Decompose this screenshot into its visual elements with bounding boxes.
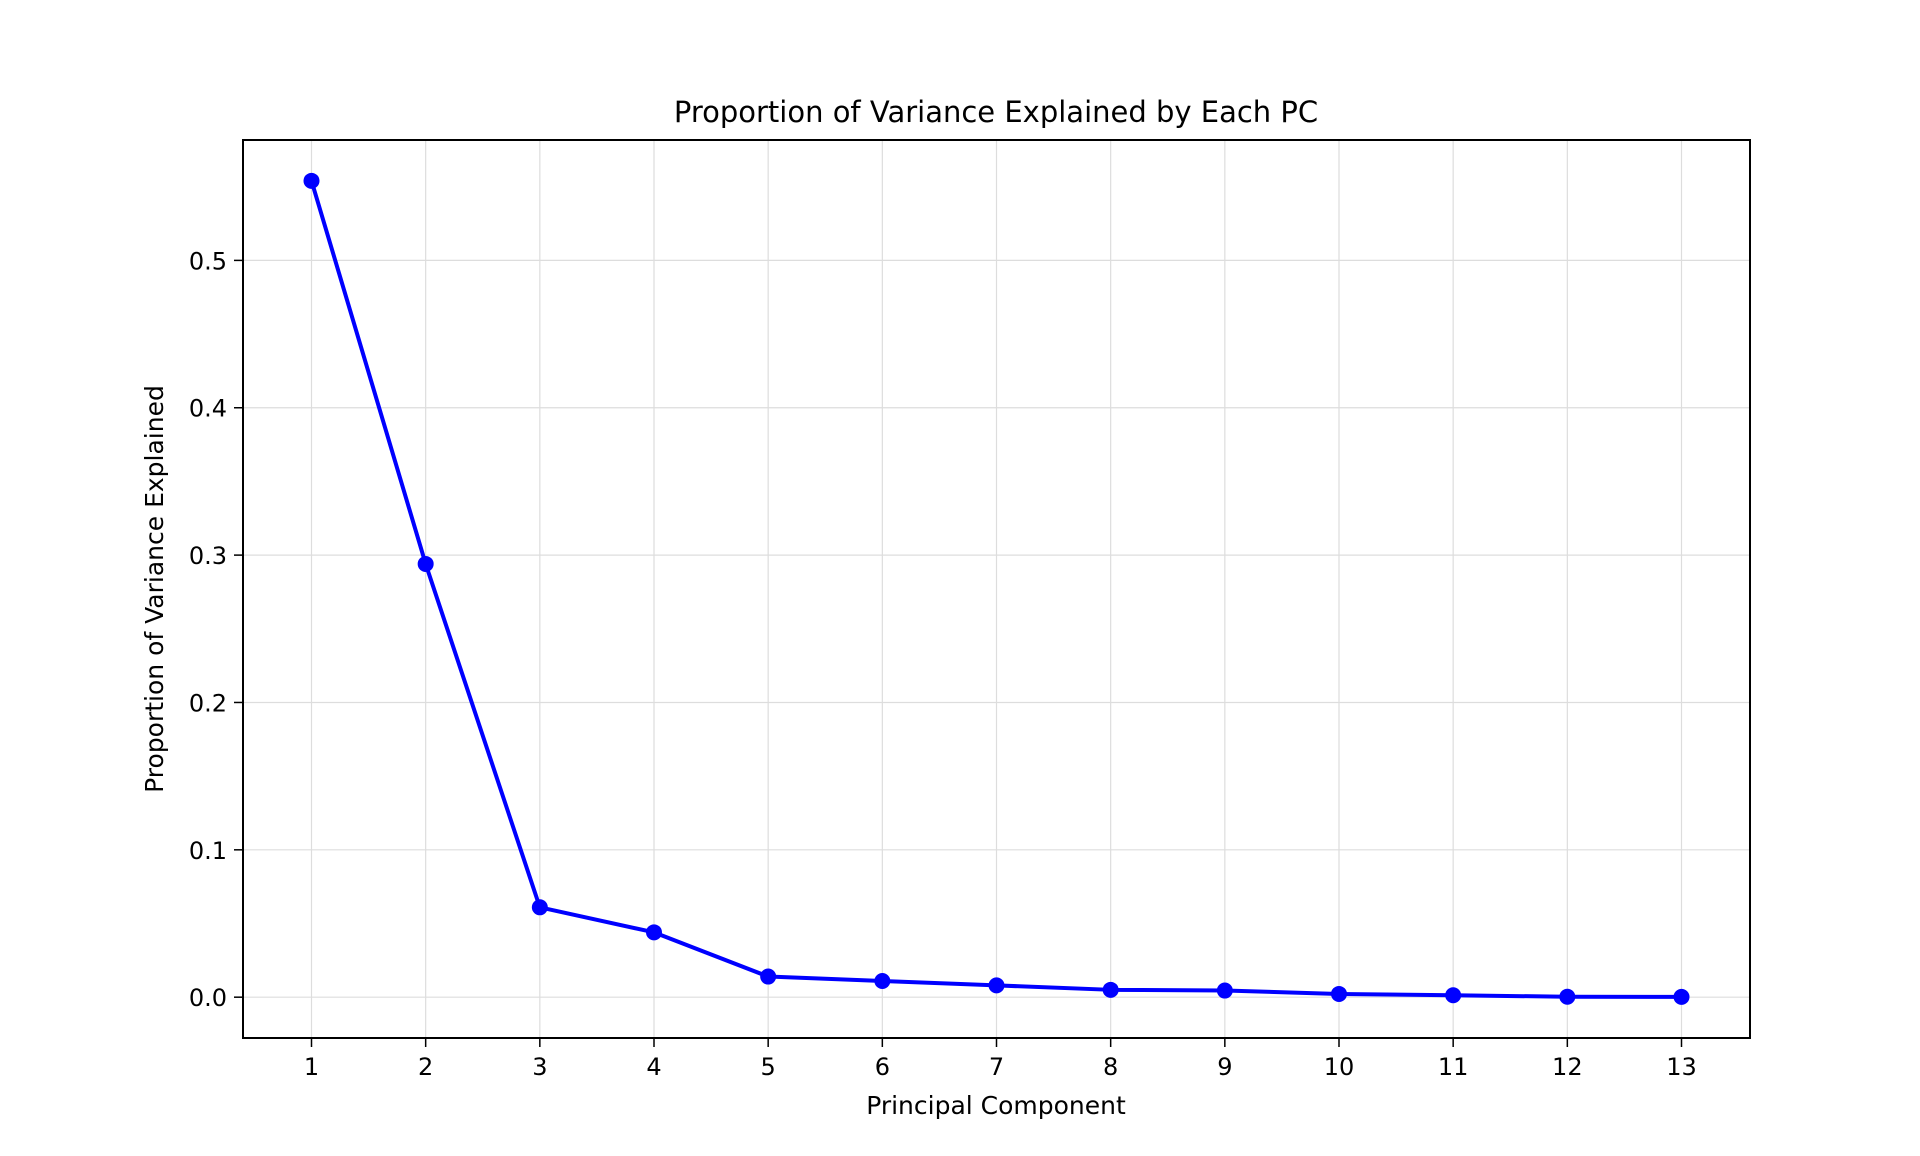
chart-title: Proportion of Variance Explained by Each… [674,95,1318,129]
x-tick-label: 2 [418,1053,433,1081]
data-point [1673,988,1690,1005]
y-tick-label: 0.1 [189,837,227,865]
data-point [988,977,1005,994]
data-point [1216,982,1233,999]
data-point [303,172,320,189]
data-point [1445,987,1462,1004]
data-point [760,968,777,985]
y-tick-label: 0.5 [189,247,227,275]
x-tick-label: 3 [532,1053,547,1081]
grid [243,140,1750,1038]
data-point [1331,985,1347,1002]
x-axis: 1 2 3 4 5 6 7 8 9 10 11 12 13 [304,1038,1697,1081]
x-tick-label: 4 [646,1053,661,1081]
x-tick-label: 11 [1438,1053,1469,1081]
x-tick-label: 8 [1103,1053,1118,1081]
data-point [1102,981,1119,998]
x-tick-label: 10 [1324,1053,1355,1081]
x-axis-label: Principal Component [866,1091,1126,1120]
series-layer [303,172,1690,1005]
data-point [1559,988,1576,1005]
y-tick-label: 0.2 [189,689,227,717]
data-point [646,924,662,941]
x-tick-label: 7 [989,1053,1004,1081]
x-tick-label: 5 [761,1053,776,1081]
x-tick-label: 9 [1217,1053,1232,1081]
y-axis: 0.0 0.1 0.2 0.3 0.4 0.5 [189,247,243,1012]
y-tick-label: 0.0 [189,984,227,1012]
x-tick-label: 1 [304,1053,319,1081]
y-tick-label: 0.4 [189,395,227,423]
y-axis-label: Proportion of Variance Explained [140,385,169,793]
x-tick-label: 12 [1552,1053,1583,1081]
data-point [874,972,891,989]
y-tick-label: 0.3 [189,542,227,570]
x-tick-label: 6 [875,1053,890,1081]
data-point [417,555,434,572]
x-tick-label: 13 [1666,1053,1697,1081]
data-point [531,899,548,916]
